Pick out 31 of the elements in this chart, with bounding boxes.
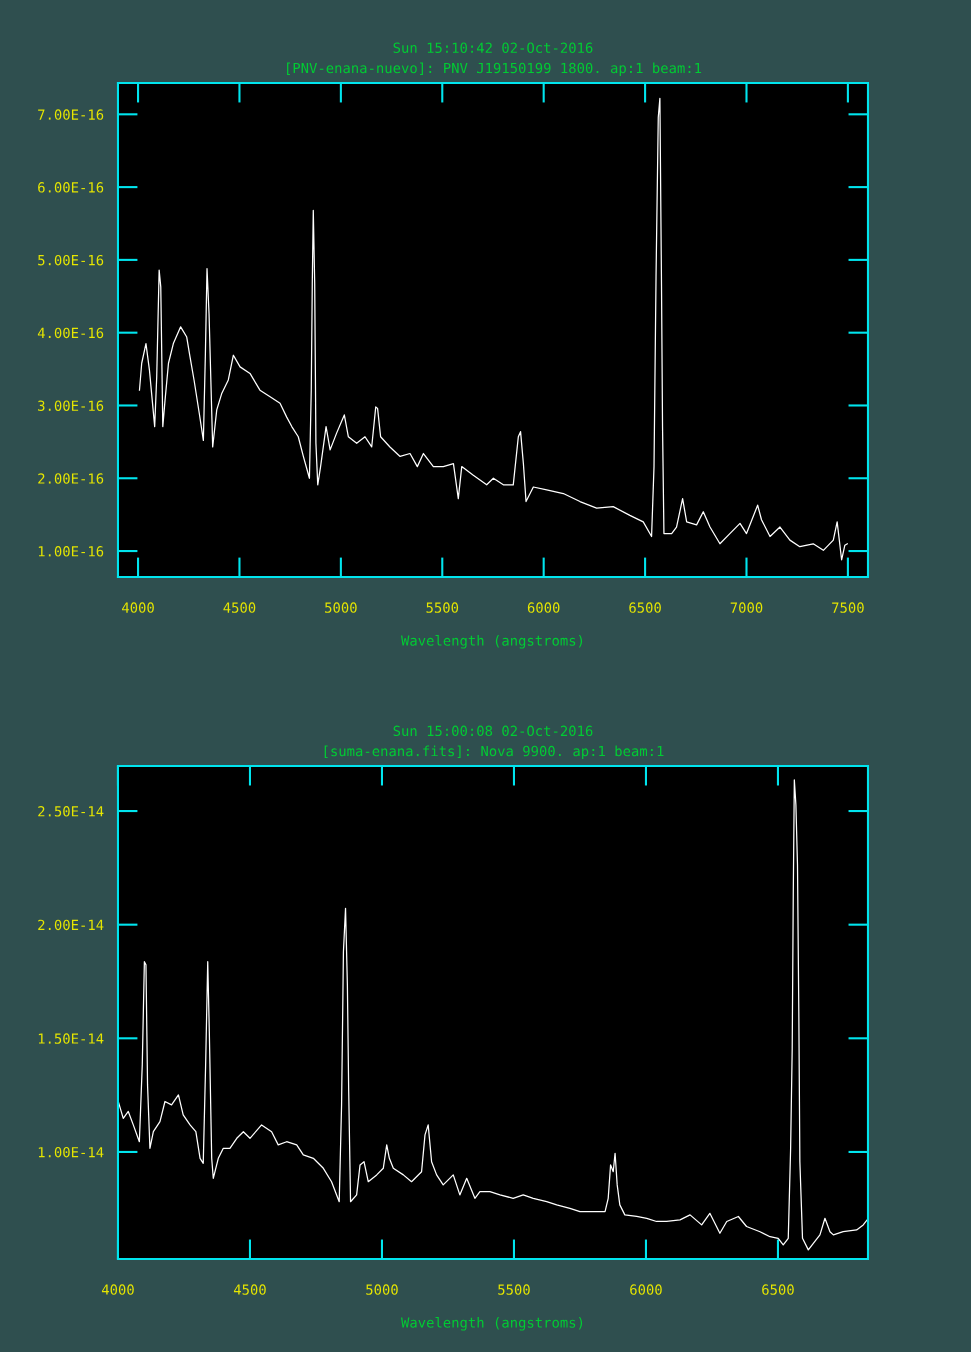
x-tick-label: 4500 — [223, 602, 256, 613]
chart-title: Sun 15:00:08 02-Oct-2016 — [393, 725, 593, 737]
x-tick-label: 6500 — [629, 602, 661, 613]
y-tick-label: 4.00E-16 — [37, 327, 104, 339]
x-tick-label: 4000 — [122, 602, 154, 613]
x-tick-label: 4500 — [233, 1284, 266, 1295]
y-tick-label: 5.00E-16 — [38, 254, 104, 266]
y-tick-label: 1.50E-14 — [38, 1033, 104, 1044]
chart-subtitle: [PNV-enana-nuevo]: PNV J19150199 1800. ap:1 beam:1 — [287, 62, 702, 76]
x-tick-label: 6500 — [762, 1284, 794, 1295]
x-tick-label: 5500 — [426, 602, 459, 613]
x-tick-label: 5000 — [325, 602, 357, 613]
x-tick-label: 7000 — [730, 602, 763, 613]
x-tick-label: 5000 — [366, 1284, 398, 1295]
y-tick-label: 2.00E-14 — [38, 919, 104, 931]
chart-subtitle: [suma-enana.fits]: Nova 9900. ap:1 beam:1 — [324, 745, 664, 759]
x-tick-label: 7500 — [832, 602, 864, 613]
y-tick-label: 2.00E-16 — [38, 473, 104, 484]
x-tick-label: 4000 — [101, 1284, 134, 1295]
x-tick-label: 6000 — [630, 1284, 662, 1295]
x-axis-title: Wavelength (angstroms) — [401, 634, 583, 649]
chart-title: Sun 15:10:42 02-Oct-2016 — [393, 42, 593, 53]
y-tick-label: 7.00E-16 — [38, 109, 104, 120]
y-tick-label: 3.00E-16 — [38, 400, 104, 411]
y-tick-label: 1.00E-16 — [38, 546, 104, 557]
y-tick-label: 1.00E-14 — [38, 1146, 104, 1158]
y-tick-label: 2.50E-14 — [38, 806, 104, 817]
x-tick-label: 5500 — [498, 1284, 530, 1295]
y-tick-label: 6.00E-16 — [38, 182, 104, 193]
x-tick-label: 6000 — [527, 602, 560, 613]
x-axis-title: Wavelength (angstroms) — [401, 1316, 583, 1331]
